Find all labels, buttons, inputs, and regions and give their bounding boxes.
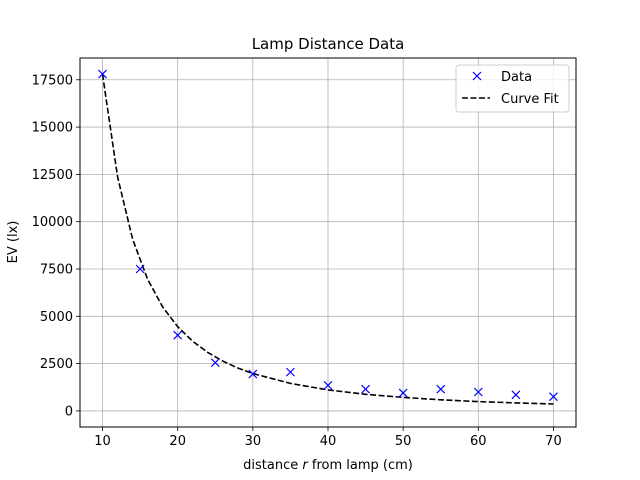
x-tick-label: 60 xyxy=(470,434,487,449)
y-tick-label: 2500 xyxy=(40,357,73,372)
x-tick-label: 30 xyxy=(245,434,262,449)
chart-title: Lamp Distance Data xyxy=(252,35,405,53)
data-series xyxy=(98,69,558,405)
x-axis-title: distance r from lamp (cm) xyxy=(243,458,413,473)
data-point xyxy=(98,69,107,79)
data-point xyxy=(323,380,333,390)
y-tick-label: 0 xyxy=(65,404,73,419)
data-point xyxy=(173,330,183,340)
axis-ticks: 10 20 30 40 50 60 70 0 2500 5000 7500 10000 12500 150… xyxy=(32,73,562,449)
data-point xyxy=(361,384,371,394)
x-tick-label: 50 xyxy=(395,434,412,449)
data-point xyxy=(398,388,408,398)
y-tick-label: 7500 xyxy=(40,262,73,277)
x-tick-label: 10 xyxy=(94,434,111,449)
legend-label-data: Data xyxy=(501,70,532,85)
data-point xyxy=(248,369,258,379)
legend-data-marker xyxy=(472,71,482,81)
data-point xyxy=(511,390,521,400)
y-axis-title: EV (lx) xyxy=(6,221,21,264)
x-tick-label: 40 xyxy=(320,434,337,449)
y-tick-label: 15000 xyxy=(32,121,73,136)
data-point xyxy=(549,392,558,402)
y-tick-label: 12500 xyxy=(32,168,73,183)
y-tick-label: 10000 xyxy=(32,215,73,230)
data-point xyxy=(473,387,483,397)
legend: Data Curve Fit xyxy=(455,64,570,113)
x-tick-label: 70 xyxy=(545,434,562,449)
legend-box xyxy=(455,64,570,113)
data-point xyxy=(285,367,295,377)
data-point xyxy=(135,264,145,274)
data-point xyxy=(436,384,446,394)
grid-lines xyxy=(80,58,576,427)
curve-fit-line xyxy=(101,73,554,405)
y-tick-label: 5000 xyxy=(40,310,73,325)
x-tick-label: 20 xyxy=(169,434,186,449)
legend-label-curve-fit: Curve Fit xyxy=(501,92,559,107)
y-tick-label: 17500 xyxy=(32,73,73,88)
data-point xyxy=(210,358,220,368)
